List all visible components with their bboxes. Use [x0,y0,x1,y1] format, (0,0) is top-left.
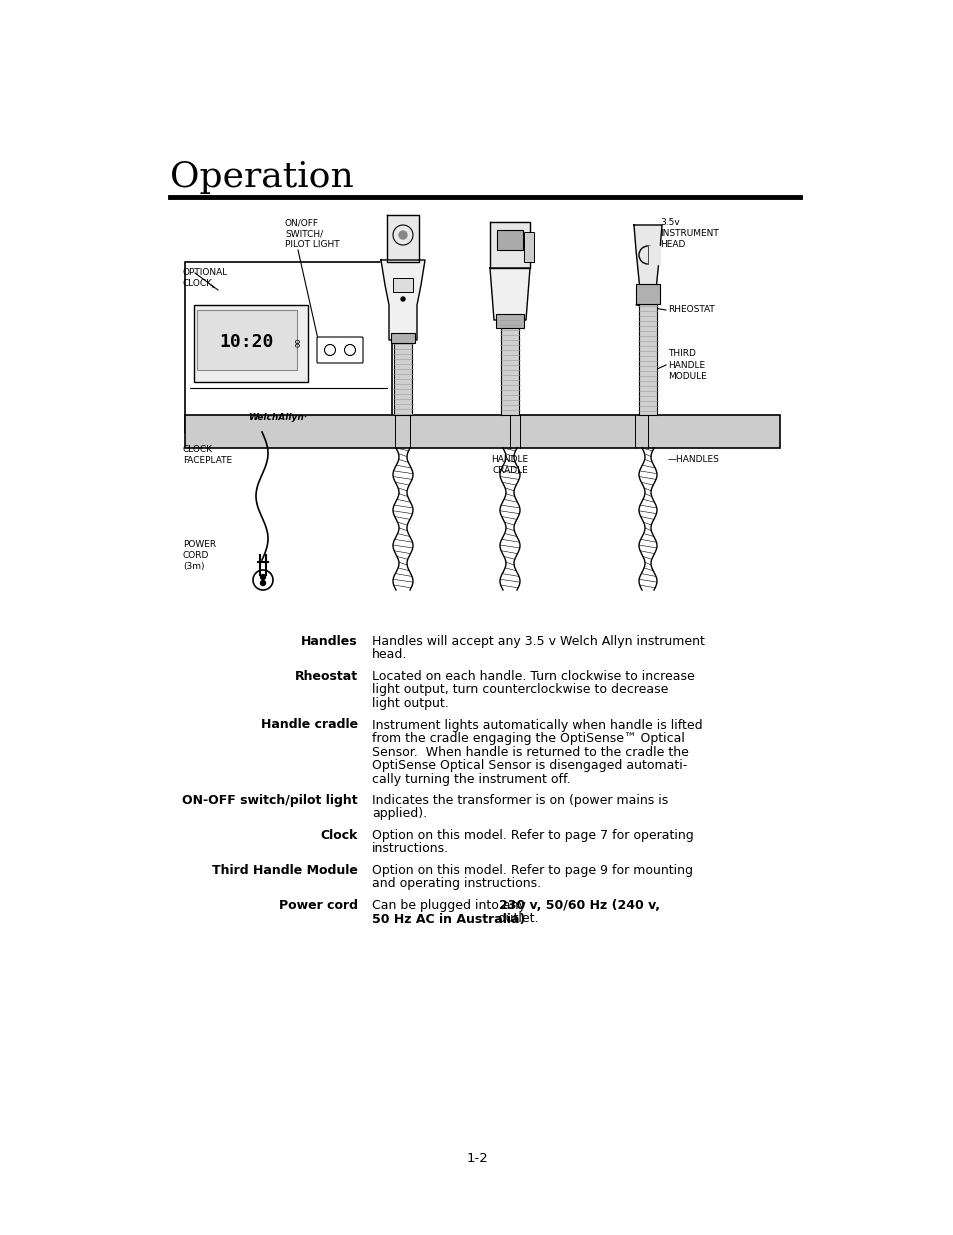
Text: Located on each handle. Turn clockwise to increase: Located on each handle. Turn clockwise t… [372,671,694,683]
Bar [196,310,296,370]
Text: applied).: applied). [372,808,427,820]
Text: Handles: Handles [301,635,357,648]
Circle shape [398,231,407,240]
Text: light output, turn counterclockwise to decrease: light output, turn counterclockwise to d… [372,683,668,697]
Text: 3.5v
INSTRUMENT
HEAD: 3.5v INSTRUMENT HEAD [659,219,718,249]
Polygon shape [490,222,530,268]
Text: Indicates the transformer is on (power mains is: Indicates the transformer is on (power m… [372,794,667,806]
Circle shape [260,580,265,585]
Bar [523,232,534,262]
Text: WelchAllyn·: WelchAllyn· [248,414,307,422]
Text: light output.: light output. [372,697,448,710]
Text: —HANDLES: —HANDLES [667,456,720,464]
Polygon shape [634,225,661,290]
Text: Handles will accept any 3.5 v Welch Allyn instrument: Handles will accept any 3.5 v Welch Ally… [372,635,704,648]
Bar [391,333,415,343]
Text: 1-2: 1-2 [466,1151,487,1165]
Circle shape [400,296,405,301]
Bar [393,278,413,291]
Text: ON-OFF switch/pilot light: ON-OFF switch/pilot light [182,794,357,806]
FancyBboxPatch shape [316,337,363,363]
Text: Option on this model. Refer to page 7 for operating: Option on this model. Refer to page 7 fo… [372,829,693,842]
Bar [496,314,523,329]
Text: 10:20: 10:20 [219,333,274,351]
Text: CLOCK
FACEPLATE: CLOCK FACEPLATE [183,445,232,466]
Text: head.: head. [372,648,407,662]
Text: outlet.: outlet. [494,913,537,925]
Text: OptiSense Optical Sensor is disengaged automati-: OptiSense Optical Sensor is disengaged a… [372,760,686,772]
Text: from the cradle engaging the OptiSense™ Optical: from the cradle engaging the OptiSense™ … [372,732,684,745]
Text: RHEOSTAT: RHEOSTAT [667,305,714,315]
Text: and operating instructions.: and operating instructions. [372,878,540,890]
Bar [394,340,412,415]
Text: POWER
CORD
(3m): POWER CORD (3m) [183,540,216,572]
Text: Power cord: Power cord [278,899,357,911]
Text: instructions.: instructions. [372,842,449,856]
Circle shape [260,574,265,579]
Bar [497,230,522,249]
Text: Operation: Operation [170,161,354,194]
Text: THIRD
HANDLE
MODULE: THIRD HANDLE MODULE [667,350,706,380]
Text: Clock: Clock [320,829,357,842]
Text: 50 Hz AC in Australia): 50 Hz AC in Australia) [372,913,525,925]
Text: OPTIONAL
CLOCK: OPTIONAL CLOCK [183,268,228,288]
Text: Sensor.  When handle is returned to the cradle the: Sensor. When handle is returned to the c… [372,746,688,758]
Bar [193,305,308,382]
Text: ∞: ∞ [289,337,302,347]
Text: cally turning the instrument off.: cally turning the instrument off. [372,773,570,785]
Text: Handle cradle: Handle cradle [260,719,357,731]
Bar [636,284,659,304]
Bar [185,415,780,448]
Polygon shape [490,268,530,320]
Text: Option on this model. Refer to page 9 for mounting: Option on this model. Refer to page 9 fo… [372,864,692,877]
Text: Third Handle Module: Third Handle Module [212,864,357,877]
Polygon shape [380,261,424,340]
Bar [185,262,392,432]
Text: Can be plugged into any: Can be plugged into any [372,899,529,911]
Text: ON/OFF
SWITCH/
PILOT LIGHT: ON/OFF SWITCH/ PILOT LIGHT [285,219,339,249]
Bar [639,304,657,415]
Text: Instrument lights automatically when handle is lifted: Instrument lights automatically when han… [372,719,702,731]
Bar [500,320,518,415]
Text: HANDLE
CRADLE: HANDLE CRADLE [491,454,528,475]
Polygon shape [387,215,418,262]
Text: Rheostat: Rheostat [294,671,357,683]
Text: 230 v, 50/60 Hz (240 v,: 230 v, 50/60 Hz (240 v, [498,899,659,911]
Bar [647,246,659,264]
